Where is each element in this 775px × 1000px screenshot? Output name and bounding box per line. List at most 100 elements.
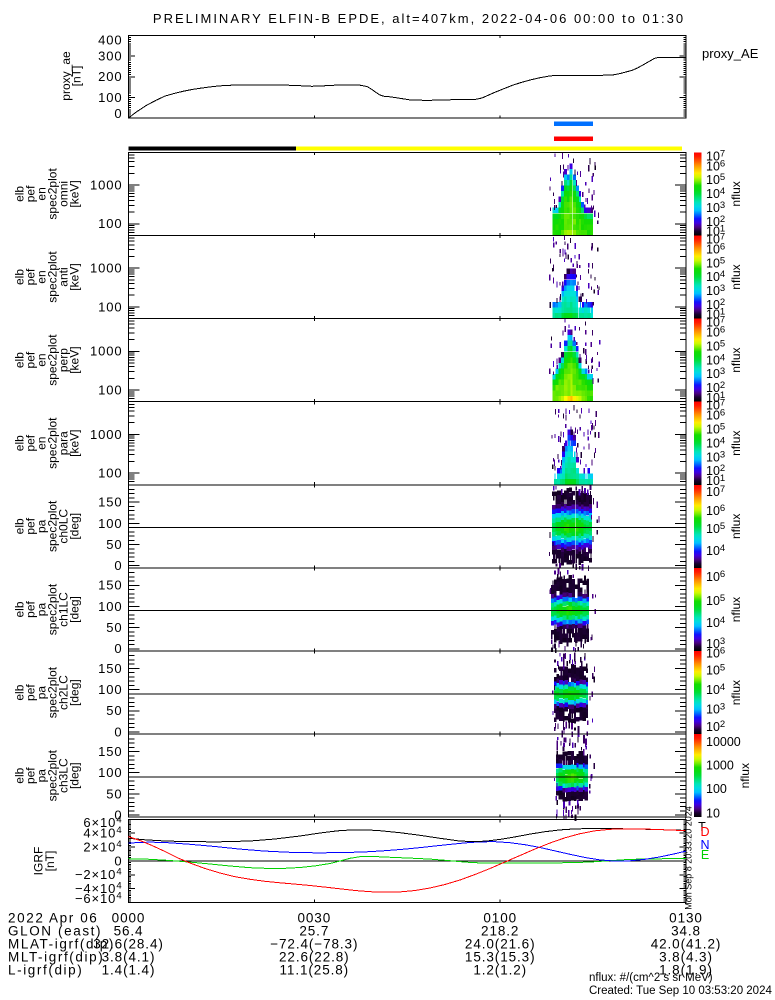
svg-text:−4×104: −4×104 bbox=[75, 881, 123, 897]
svg-text:Mon Sep 8 20:33:20 2024: Mon Sep 8 20:33:20 2024 bbox=[684, 806, 694, 910]
svg-text:pef: pef bbox=[24, 517, 38, 534]
svg-text:42.0(41.2): 42.0(41.2) bbox=[651, 937, 722, 952]
svg-text:N: N bbox=[700, 838, 709, 852]
svg-text:100: 100 bbox=[98, 299, 122, 314]
svg-text:spec2plot: spec2plot bbox=[46, 666, 60, 718]
svg-text:200: 200 bbox=[98, 69, 122, 84]
svg-text:pef: pef bbox=[24, 767, 38, 784]
svg-text:0: 0 bbox=[114, 808, 122, 823]
svg-text:nflux: nflux bbox=[729, 347, 743, 372]
svg-text:50: 50 bbox=[106, 537, 122, 552]
svg-text:spec2plot: spec2plot bbox=[46, 749, 60, 801]
svg-text:34.8: 34.8 bbox=[671, 924, 701, 939]
svg-text:1000: 1000 bbox=[706, 759, 734, 773]
svg-text:0100: 0100 bbox=[483, 911, 517, 926]
svg-text:omni: omni bbox=[57, 181, 71, 207]
svg-text:elb: elb bbox=[13, 601, 27, 617]
svg-text:[deg]: [deg] bbox=[68, 513, 82, 540]
svg-text:100: 100 bbox=[98, 90, 122, 105]
svg-text:PRELIMINARY ELFIN-B EPDE, alt=: PRELIMINARY ELFIN-B EPDE, alt=407km, 202… bbox=[153, 11, 685, 26]
svg-text:100: 100 bbox=[98, 466, 122, 481]
svg-text:spec2plot: spec2plot bbox=[46, 251, 60, 303]
svg-text:pef: pef bbox=[24, 684, 38, 701]
svg-text:100: 100 bbox=[98, 599, 122, 614]
svg-text:perp: perp bbox=[57, 348, 71, 372]
svg-text:ch3LC: ch3LC bbox=[57, 758, 71, 793]
svg-text:spec2plot: spec2plot bbox=[46, 500, 60, 552]
svg-text:22.6(22.8): 22.6(22.8) bbox=[279, 950, 350, 965]
svg-text:pef: pef bbox=[24, 185, 38, 202]
svg-text:0030: 0030 bbox=[297, 911, 331, 926]
svg-text:proxy_ae: proxy_ae bbox=[59, 51, 73, 101]
svg-text:MLT-igrf(dip): MLT-igrf(dip) bbox=[8, 950, 104, 965]
svg-text:en: en bbox=[35, 437, 49, 450]
svg-text:1000: 1000 bbox=[90, 427, 123, 442]
svg-text:ch0LC: ch0LC bbox=[57, 509, 71, 544]
svg-text:nflux: nflux bbox=[729, 264, 743, 289]
svg-text:10000: 10000 bbox=[706, 735, 741, 749]
svg-text:spec2plot: spec2plot bbox=[46, 583, 60, 635]
svg-text:150: 150 bbox=[98, 495, 122, 510]
svg-text:en: en bbox=[35, 187, 49, 200]
svg-text:pef: pef bbox=[24, 351, 38, 368]
svg-text:100: 100 bbox=[98, 382, 122, 397]
svg-text:56.4: 56.4 bbox=[114, 924, 144, 939]
svg-text:24.0(21.6): 24.0(21.6) bbox=[465, 937, 536, 952]
svg-text:spec2plot: spec2plot bbox=[46, 417, 60, 469]
svg-text:100: 100 bbox=[98, 516, 122, 531]
svg-text:100: 100 bbox=[98, 765, 122, 780]
svg-text:50: 50 bbox=[106, 786, 122, 801]
svg-text:elb: elb bbox=[13, 352, 27, 368]
svg-text:MLAT-igrf(dip): MLAT-igrf(dip) bbox=[8, 937, 115, 952]
svg-text:−72.4(−78.3): −72.4(−78.3) bbox=[270, 937, 358, 952]
svg-text:1.4(1.4): 1.4(1.4) bbox=[102, 963, 156, 978]
svg-text:0: 0 bbox=[114, 558, 122, 573]
svg-text:nflux: nflux bbox=[729, 181, 743, 206]
svg-text:150: 150 bbox=[98, 578, 122, 593]
svg-text:T: T bbox=[698, 820, 706, 834]
svg-text:Created: Tue Sep 10 03:53:20 2: Created: Tue Sep 10 03:53:20 2024 bbox=[589, 985, 772, 997]
svg-text:nflux: nflux bbox=[729, 431, 743, 456]
svg-text:en: en bbox=[35, 270, 49, 283]
svg-text:spec2plot: spec2plot bbox=[46, 334, 60, 386]
svg-text:0: 0 bbox=[114, 724, 122, 739]
svg-text:1000: 1000 bbox=[90, 344, 123, 359]
svg-text:3.8(4.1): 3.8(4.1) bbox=[102, 950, 156, 965]
svg-text:nflux: #/(cm^2 s sr MeV): nflux: #/(cm^2 s sr MeV) bbox=[589, 972, 713, 984]
svg-text:0000: 0000 bbox=[112, 911, 146, 926]
svg-text:ch1LC: ch1LC bbox=[57, 592, 71, 627]
svg-text:10: 10 bbox=[706, 807, 720, 821]
svg-text:100: 100 bbox=[706, 782, 727, 796]
svg-text:pa: pa bbox=[35, 769, 49, 783]
svg-text:2022 Apr 06: 2022 Apr 06 bbox=[8, 911, 98, 926]
svg-text:50: 50 bbox=[106, 620, 122, 635]
svg-text:150: 150 bbox=[98, 744, 122, 759]
svg-text:para: para bbox=[57, 431, 71, 455]
svg-text:proxy_AE: proxy_AE bbox=[702, 46, 759, 61]
svg-text:1000: 1000 bbox=[90, 177, 123, 192]
svg-text:4×104: 4×104 bbox=[83, 825, 122, 841]
svg-text:[keV]: [keV] bbox=[68, 180, 82, 207]
svg-text:100: 100 bbox=[98, 682, 122, 697]
svg-text:elb: elb bbox=[13, 518, 27, 534]
svg-text:300: 300 bbox=[98, 49, 122, 64]
svg-text:IGRF: IGRF bbox=[32, 847, 46, 876]
svg-text:[deg]: [deg] bbox=[68, 762, 82, 789]
svg-text:pa: pa bbox=[35, 603, 49, 617]
svg-text:D: D bbox=[700, 825, 709, 839]
svg-text:pef: pef bbox=[24, 268, 38, 285]
svg-text:nflux: nflux bbox=[738, 763, 752, 788]
svg-text:pef: pef bbox=[24, 600, 38, 617]
svg-text:[keV]: [keV] bbox=[68, 346, 82, 373]
svg-text:50: 50 bbox=[106, 703, 122, 718]
svg-text:[deg]: [deg] bbox=[68, 679, 82, 706]
svg-text:0130: 0130 bbox=[669, 911, 703, 926]
svg-text:150: 150 bbox=[98, 661, 122, 676]
svg-text:GLON (east): GLON (east) bbox=[8, 924, 102, 939]
svg-text:nflux: nflux bbox=[729, 514, 743, 539]
svg-text:elb: elb bbox=[13, 186, 27, 202]
svg-text:1000: 1000 bbox=[90, 261, 123, 276]
svg-text:L-igrf(dip): L-igrf(dip) bbox=[8, 963, 83, 978]
svg-text:pa: pa bbox=[35, 686, 49, 700]
svg-text:−2×104: −2×104 bbox=[75, 867, 123, 883]
